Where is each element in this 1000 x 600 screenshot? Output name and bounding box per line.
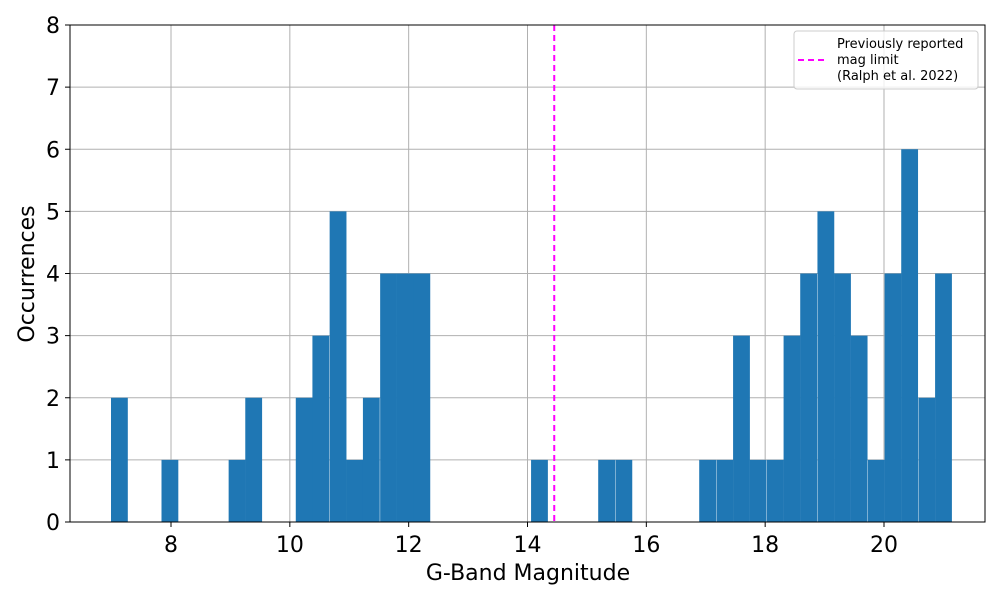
legend-label-line-1: Previously reported: [837, 37, 963, 52]
y-tick-label: 0: [46, 511, 60, 536]
histogram-bar: [245, 397, 263, 522]
histogram-bar: [161, 459, 179, 522]
histogram-bar: [884, 273, 902, 522]
histogram-bar: [380, 273, 397, 522]
x-tick-label: 16: [632, 533, 660, 558]
y-tick-label: 7: [46, 76, 60, 101]
histogram-bar: [228, 459, 246, 522]
histogram-bar: [766, 459, 784, 522]
histogram-bar: [396, 273, 414, 522]
y-tick-label: 8: [46, 14, 60, 39]
histogram-bar: [329, 211, 347, 522]
histogram-bar: [413, 273, 431, 522]
legend: Previously reported mag limit (Ralph et …: [793, 30, 979, 90]
legend-label-line-2: mag limit: [837, 53, 899, 68]
x-tick-label: 20: [870, 533, 898, 558]
histogram-bar: [834, 273, 851, 522]
histogram-bar: [783, 335, 801, 522]
histogram-bar: [935, 273, 952, 522]
histogram-bar: [901, 149, 919, 522]
x-tick-label: 18: [751, 533, 779, 558]
histogram-bar: [598, 459, 616, 522]
histogram-bar: [699, 459, 717, 522]
histogram-bar: [867, 459, 885, 522]
y-tick-label: 4: [46, 263, 60, 288]
histogram-bar: [295, 397, 313, 522]
x-tick-label: 12: [395, 533, 423, 558]
histogram-bar: [817, 211, 835, 522]
x-tick-label: 10: [276, 533, 304, 558]
histogram-bar: [110, 397, 128, 522]
histogram-bar: [800, 273, 818, 522]
histogram-bar: [346, 459, 364, 522]
histogram-bar: [850, 335, 868, 522]
legend-frame: [793, 30, 979, 90]
histogram-bar: [312, 335, 330, 522]
x-tick-label: 14: [514, 533, 542, 558]
y-tick-label: 1: [46, 449, 60, 474]
histogram-bar: [531, 459, 548, 522]
y-tick-label: 5: [46, 200, 60, 225]
histogram-bar: [716, 459, 734, 522]
y-tick-label: 3: [46, 325, 60, 350]
histogram-bar: [362, 397, 380, 522]
y-tick-label: 2: [46, 387, 60, 412]
legend-label-line-3: (Ralph et al. 2022): [837, 69, 958, 84]
histogram-bar: [733, 335, 750, 522]
x-axis-label: G-Band Magnitude: [426, 561, 630, 586]
y-axis-label: Occurrences: [15, 205, 40, 342]
y-tick-label: 6: [46, 138, 60, 163]
histogram-bar: [749, 459, 767, 522]
histogram-bars: [110, 149, 952, 522]
histogram-bar: [918, 397, 936, 522]
histogram-bar: [615, 459, 633, 522]
x-tick-label: 8: [164, 533, 178, 558]
